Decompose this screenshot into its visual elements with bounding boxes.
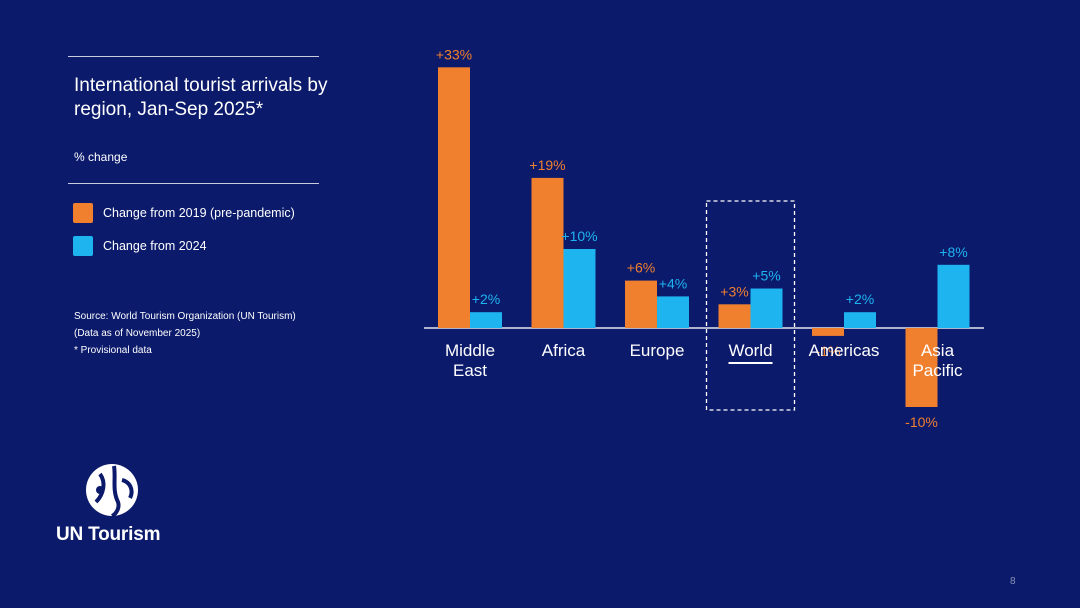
- data-date-note: (Data as of November 2025): [74, 328, 201, 339]
- bar-africa-2024: [563, 249, 596, 328]
- bar-africa-2019: [531, 177, 564, 328]
- bar-world-2024: [750, 288, 783, 328]
- legend-swatch-2019: [73, 203, 93, 223]
- bar-europe-2019: [625, 280, 657, 328]
- category-label-africa: Africa: [542, 341, 586, 360]
- brand-name: UN Tourism: [56, 524, 161, 545]
- data-label-middle-east-2019: +33%: [436, 46, 472, 62]
- legend-swatch-2024: [73, 236, 93, 256]
- data-label-asia-pacific-2024: +8%: [939, 244, 967, 260]
- data-label-africa-2024: +10%: [561, 228, 597, 244]
- data-label-americas-2019: -1%: [816, 343, 841, 359]
- bar-asia-pacific-2019: [905, 328, 938, 407]
- bar-europe-2024: [657, 296, 689, 328]
- category-label-asia-pacific-line1: Asia: [921, 341, 955, 360]
- bar-americas-2024: [844, 312, 876, 328]
- title-bottom-rule: [68, 183, 319, 184]
- page-number: 8: [1010, 576, 1016, 587]
- data-label-africa-2019: +19%: [529, 157, 565, 173]
- provisional-note: * Provisional data: [74, 345, 152, 356]
- un-tourism-logo-icon: [86, 464, 138, 518]
- source-note: Source: World Tourism Organization (UN T…: [74, 311, 296, 322]
- bar-americas-2019: [812, 328, 844, 336]
- category-label-middle-east-line2: East: [453, 361, 487, 380]
- data-label-europe-2019: +6%: [627, 260, 655, 276]
- bar-middle-east-2019: [438, 67, 470, 329]
- category-label-asia-pacific-line2: Pacific: [912, 361, 963, 380]
- category-label-europe: Europe: [630, 341, 685, 360]
- bar-middle-east-2024: [470, 312, 502, 328]
- source-notes: Source: World Tourism Organization (UN T…: [74, 308, 296, 359]
- highlight-box-world: [705, 200, 796, 411]
- category-label-americas: Americas: [809, 341, 880, 360]
- legend-item-2019: Change from 2019 (pre-pandemic): [73, 203, 295, 223]
- data-label-middle-east-2024: +2%: [472, 291, 500, 307]
- chart-subtitle: % change: [74, 150, 128, 164]
- data-label-world-2019: +3%: [720, 283, 748, 299]
- category-label-middle-east-line1: Middle: [445, 341, 495, 360]
- data-label-asia-pacific-2019: -10%: [905, 414, 938, 430]
- legend-label-2019: Change from 2019 (pre-pandemic): [103, 206, 295, 220]
- legend-label-2024: Change from 2024: [103, 239, 207, 253]
- category-label-world: World: [728, 341, 772, 360]
- bar-world-2019: [718, 304, 751, 328]
- data-label-europe-2024: +4%: [659, 275, 687, 291]
- data-label-americas-2024: +2%: [846, 291, 874, 307]
- chart-title: International tourist arrivals by region…: [74, 75, 328, 120]
- data-label-world-2024: +5%: [752, 268, 780, 284]
- legend-item-2024: Change from 2024: [73, 236, 207, 256]
- title-top-rule: [68, 56, 319, 57]
- bar-asia-pacific-2024: [937, 264, 970, 328]
